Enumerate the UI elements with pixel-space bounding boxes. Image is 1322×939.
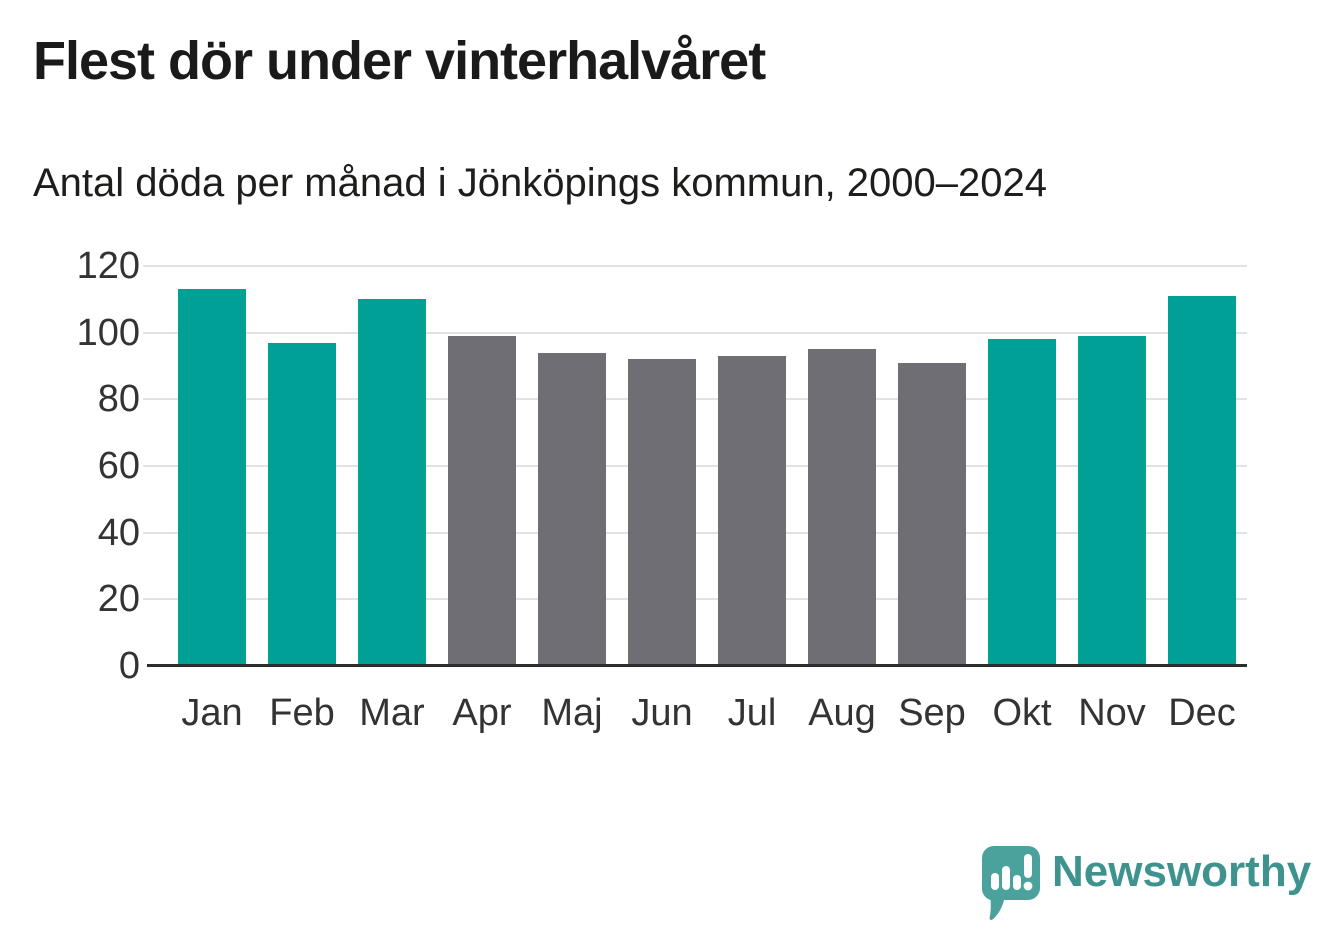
bar-sep <box>898 362 966 666</box>
bar-slot-jan <box>167 266 257 666</box>
bar-slot-jun <box>617 266 707 666</box>
chart-title: Flest dör under vinterhalvåret <box>33 31 766 91</box>
bar-okt <box>988 339 1056 666</box>
bar-slot-maj <box>527 266 617 666</box>
bar-slot-jul <box>707 266 797 666</box>
x-label-dec: Dec <box>1168 692 1236 734</box>
logo-bar-chart-exclamation-glyph <box>991 854 1033 891</box>
x-label-jul: Jul <box>727 692 777 734</box>
x-axis-labels: Jan Feb Mar Apr Maj Jun Jul Aug Sep Okt Nov Dec <box>167 694 1247 732</box>
y-label-100: 100 <box>76 311 140 354</box>
bar-slot-sep <box>887 266 977 666</box>
bar-jun <box>628 359 696 666</box>
y-label-40: 40 <box>97 511 140 554</box>
bar-apr <box>448 336 516 666</box>
bar-jul <box>718 356 786 666</box>
x-label-apr: Apr <box>452 692 512 734</box>
bar-maj <box>538 352 606 666</box>
y-label-120: 120 <box>76 245 140 287</box>
y-label-60: 60 <box>97 445 140 487</box>
gridline-120 <box>143 265 1247 267</box>
bar-feb <box>268 342 336 666</box>
bars-row <box>167 266 1247 666</box>
x-label-nov: Nov <box>1078 692 1146 734</box>
bar-slot-aug <box>797 266 887 666</box>
bar-nov <box>1078 336 1146 666</box>
bar-slot-feb <box>257 266 347 666</box>
newsworthy-logo: Newsworthy <box>982 846 1311 922</box>
x-label-okt: Okt <box>992 692 1052 734</box>
x-label-maj: Maj <box>541 692 603 734</box>
y-label-0: 0 <box>118 645 140 687</box>
bar-mar <box>358 299 426 666</box>
x-label-sep: Sep <box>898 692 966 734</box>
newsworthy-logo-icon <box>982 846 1040 920</box>
bar-slot-apr <box>437 266 527 666</box>
y-label-20: 20 <box>97 578 140 621</box>
gridline-100 <box>143 331 1247 334</box>
chart-subtitle: Antal döda per månad i Jönköpings kommun… <box>33 161 1048 205</box>
bar-chart-plot: 0 20 40 60 80 100 120 Jan Feb Mar Apr Maj Jun Jul Aug… <box>77 247 1247 732</box>
bar-dec <box>1168 296 1236 666</box>
x-label-jun: Jun <box>631 692 693 734</box>
bar-aug <box>808 349 876 666</box>
bar-slot-dec <box>1157 266 1247 666</box>
bar-slot-mar <box>347 266 437 666</box>
x-label-aug: Aug <box>808 692 876 734</box>
bar-slot-okt <box>977 266 1067 666</box>
x-label-mar: Mar <box>359 692 425 734</box>
x-axis-line <box>147 664 1247 667</box>
newsworthy-logo-text: Newsworthy <box>1052 847 1312 896</box>
bar-jan <box>178 289 246 666</box>
x-label-feb: Feb <box>269 692 335 734</box>
bar-slot-nov <box>1067 266 1157 666</box>
x-label-jan: Jan <box>181 692 243 734</box>
y-label-80: 80 <box>97 378 140 421</box>
